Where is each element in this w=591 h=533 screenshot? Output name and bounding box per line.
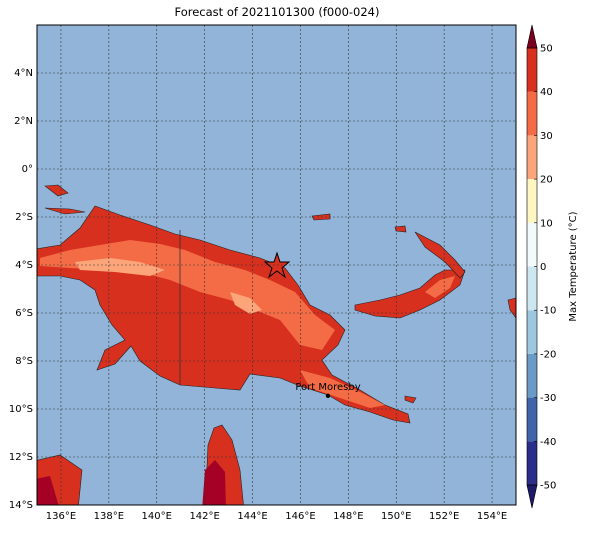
colorbar-tick-label: 10 <box>540 218 553 229</box>
labels: 136°E 138°E 140°E 142°E 144°E 146°E 148°E 150°E… <box>9 68 507 522</box>
colorbar-tick-label: 20 <box>540 175 553 186</box>
warm-zone <box>425 276 455 298</box>
lat-tick-label: 6°S <box>15 308 33 319</box>
colorbar-tick-label: -30 <box>540 393 556 404</box>
frame <box>36 24 517 506</box>
island <box>394 225 407 233</box>
lon-tick-label: 152°E <box>429 511 459 522</box>
lat-tick-label: 0° <box>22 164 33 175</box>
lat-tick-label: 8°S <box>15 356 33 367</box>
lat-tick-label: 14°S <box>9 500 33 511</box>
colorbar-tick-label: -10 <box>540 306 556 317</box>
colorbar-segment <box>527 310 537 354</box>
colorbar-tick-label: 50 <box>540 44 553 55</box>
colorbar-segment <box>527 397 537 442</box>
map-area <box>37 25 516 505</box>
colorbar-segment <box>527 179 537 223</box>
island <box>44 184 69 197</box>
colorbar-segment <box>527 266 537 311</box>
hot-zone <box>202 460 226 505</box>
colorbar-tick-label: 40 <box>540 87 553 98</box>
lon-tick-label: 138°E <box>94 511 124 522</box>
colorbar-extend-bottom <box>526 484 538 509</box>
mild-zone <box>230 292 262 314</box>
colorbar-tick-label: -50 <box>540 481 556 492</box>
lon-tick-label: 136°E <box>46 511 76 522</box>
colorbar-label: Max Temperature (°C) <box>568 211 579 321</box>
lat-tick-label: 4°S <box>15 260 33 271</box>
lat-tick-label: 10°S <box>9 404 33 415</box>
grid <box>37 25 516 505</box>
colorbar-tick-label: 30 <box>540 131 553 142</box>
land <box>37 184 516 505</box>
lat-tick-label: 2°N <box>14 116 33 127</box>
lon-tick-label: 140°E <box>142 511 172 522</box>
lat-tick-label: 2°S <box>15 212 33 223</box>
mild-zone <box>75 258 165 276</box>
lon-tick-label: 144°E <box>237 511 267 522</box>
colorbar-segment <box>527 222 537 267</box>
place-label: Port Moresby <box>295 382 360 393</box>
lon-tick-label: 148°E <box>333 511 363 522</box>
colorbar-segment <box>527 135 537 180</box>
hot-zone <box>37 476 59 505</box>
colorbar-segment <box>527 353 537 398</box>
colorbar-segment <box>527 48 537 92</box>
title: Forecast of 2021101300 (f000-024) <box>175 5 380 19</box>
lat-tick-label: 12°S <box>9 452 33 463</box>
island <box>404 395 417 404</box>
lon-tick-label: 146°E <box>285 511 315 522</box>
place-marker <box>325 393 331 398</box>
colorbar-segment <box>527 91 537 136</box>
lon-tick-label: 142°E <box>189 511 219 522</box>
lon-tick-label: 154°E <box>477 511 507 522</box>
colorbar-tick-label: -20 <box>540 349 556 360</box>
warm-zone <box>300 370 385 408</box>
island <box>44 207 86 215</box>
lon-tick-label: 150°E <box>381 511 411 522</box>
lat-tick-label: 4°N <box>14 68 33 79</box>
colorbar-segment <box>527 441 537 485</box>
new-ireland <box>414 231 466 279</box>
colorbar-tick-label: 0 <box>540 262 546 273</box>
colorbar-tick-label: -40 <box>540 437 556 448</box>
colorbar-extend-top <box>526 24 538 49</box>
